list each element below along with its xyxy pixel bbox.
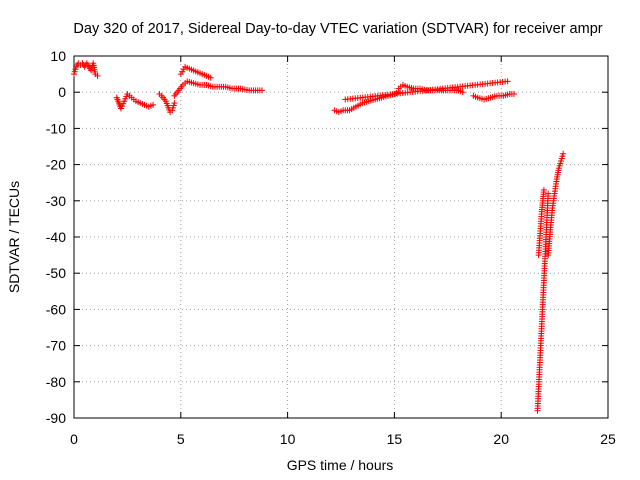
y-tick-label: 10 bbox=[50, 48, 66, 64]
y-tick-label: -90 bbox=[46, 410, 66, 426]
x-axis-label: GPS time / hours bbox=[287, 457, 394, 473]
y-tick-label: -20 bbox=[46, 157, 66, 173]
x-tick-label: 20 bbox=[493, 431, 509, 447]
tick-layer bbox=[73, 55, 609, 419]
x-tick-label: 5 bbox=[177, 431, 185, 447]
data-point bbox=[545, 190, 552, 197]
data-point bbox=[171, 100, 178, 107]
data-point bbox=[258, 87, 265, 94]
y-tick-label: -50 bbox=[46, 265, 66, 281]
data-point bbox=[560, 150, 567, 157]
chart-title: Day 320 of 2017, Sidereal Day-to-day VTE… bbox=[73, 21, 602, 37]
y-tick-label: -70 bbox=[46, 338, 66, 354]
data-point bbox=[504, 78, 511, 85]
data-point-layer bbox=[71, 60, 567, 414]
y-axis-label: SDTVAR / TECUs bbox=[6, 181, 22, 293]
x-tick-label: 15 bbox=[387, 431, 403, 447]
y-tick-label: -10 bbox=[46, 120, 66, 136]
data-point bbox=[207, 74, 214, 81]
data-point bbox=[511, 91, 518, 98]
y-tick-label: -80 bbox=[46, 374, 66, 390]
x-tick-label: 25 bbox=[600, 431, 616, 447]
data-point bbox=[459, 89, 466, 96]
y-tick-label: -30 bbox=[46, 193, 66, 209]
x-tick-label: 0 bbox=[70, 431, 78, 447]
y-tick-label: -40 bbox=[46, 229, 66, 245]
grid-layer bbox=[74, 56, 608, 418]
y-tick-label: -60 bbox=[46, 301, 66, 317]
y-tick-label: 0 bbox=[58, 84, 66, 100]
x-tick-label: 10 bbox=[280, 431, 296, 447]
data-point bbox=[94, 72, 101, 79]
data-point bbox=[540, 186, 547, 193]
tick-label-layer: 100-10-20-30-40-50-60-70-80-900 5 10 15 20 25 bbox=[46, 48, 616, 447]
data-point bbox=[150, 101, 157, 108]
